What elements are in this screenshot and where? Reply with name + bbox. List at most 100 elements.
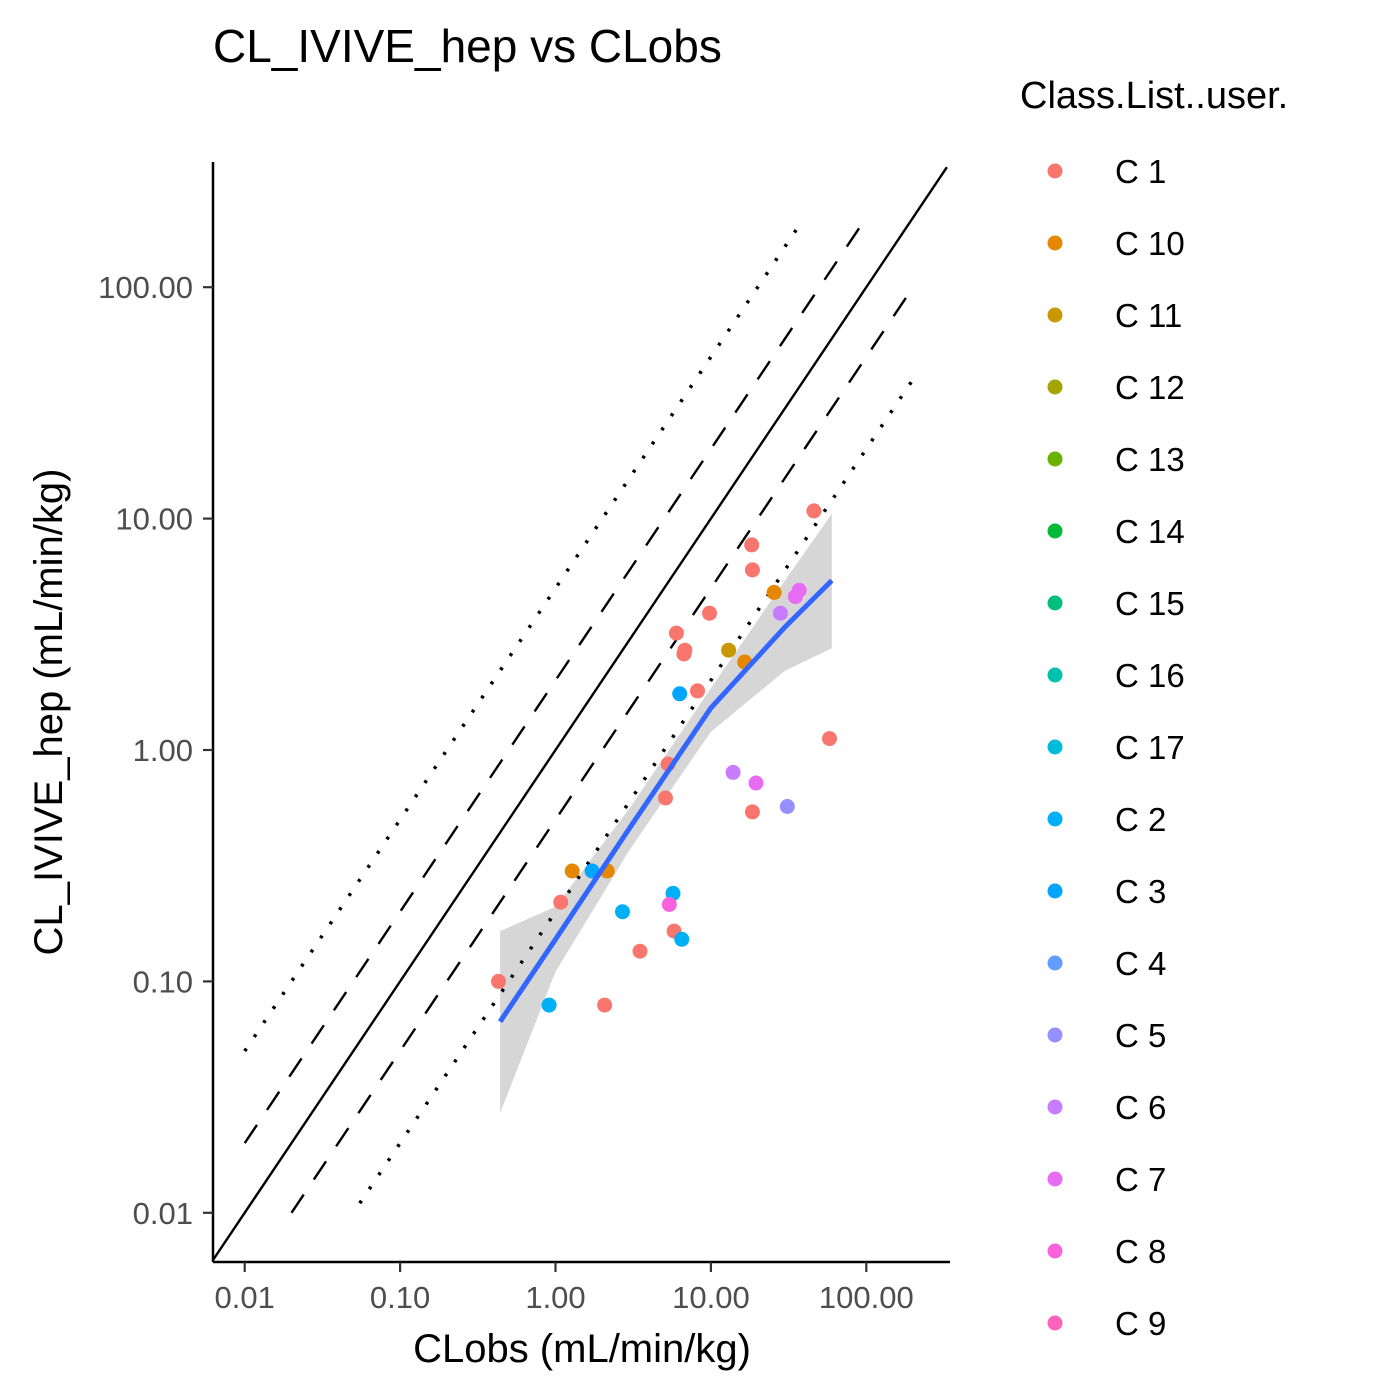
legend-label: C 5 (1115, 1017, 1166, 1054)
reference-line-dashed-2 (243, 216, 868, 1144)
legend-label: C 4 (1115, 945, 1166, 982)
legend-label: C 16 (1115, 657, 1185, 694)
legend-key (1047, 307, 1063, 323)
y-tick-label: 10.00 (115, 502, 193, 537)
x-tick-label: 10.00 (672, 1280, 750, 1315)
legend-key (1047, 379, 1063, 395)
data-point-c7-1 (748, 775, 764, 791)
data-point-c1-13 (744, 537, 760, 553)
legend-label: C 10 (1115, 225, 1185, 262)
legend-key (1047, 811, 1063, 827)
legend-item: C 9 (1047, 1305, 1166, 1342)
legend-key (1047, 1243, 1063, 1259)
x-tick-label: 100.00 (819, 1280, 914, 1315)
regression-fit-line (498, 578, 834, 1023)
legend-item: C 3 (1047, 873, 1166, 910)
legend-label: C 2 (1115, 801, 1166, 838)
legend-key (1047, 1315, 1063, 1331)
data-point-c2-4 (674, 931, 690, 947)
axes-layer: 0.01 0.10 1.00 10.00 100.00 0.01 0.10 1.00 10.00… (98, 162, 950, 1315)
y-tick-label: 0.01 (133, 1196, 193, 1231)
legend-key (1047, 1099, 1063, 1115)
legend-item: C 2 (1047, 801, 1166, 838)
legend-key (1047, 523, 1063, 539)
legend-key (1047, 163, 1063, 179)
legend-key (1047, 883, 1063, 899)
reference-line-dotted-5 (358, 378, 915, 1205)
x-tick-label: 0.01 (215, 1280, 275, 1315)
legend-item: C 8 (1047, 1233, 1166, 1270)
legend-label: C 12 (1115, 369, 1185, 406)
legend-label: C 15 (1115, 585, 1185, 622)
legend: C 1 C 10 C 11 C 12 C 13 C 14 C 15 C 16 C 17 C 2 C … (1047, 153, 1185, 1342)
data-point-c6-2 (772, 605, 788, 621)
legend-item: C 14 (1047, 513, 1185, 550)
data-point-c1-17 (822, 731, 837, 747)
legend-item: C 1 (1047, 153, 1166, 190)
x-tick-label: 1.00 (525, 1280, 585, 1315)
reference-line-dotted-4 (243, 227, 799, 1053)
legend-item: C 17 (1047, 729, 1185, 766)
legend-key (1047, 451, 1063, 467)
legend-label: C 6 (1115, 1089, 1166, 1126)
legend-label: C 8 (1115, 1233, 1166, 1270)
data-point-c1-1 (491, 973, 506, 989)
legend-label: C 14 (1115, 513, 1185, 550)
x-axis-title: CLobs (mL/min/kg) (413, 1327, 751, 1371)
data-point-c1-12 (702, 605, 717, 621)
chart-title: CL_IVIVE_hep vs CLobs (213, 20, 722, 72)
legend-item: C 15 (1047, 585, 1185, 622)
y-tick-label: 100.00 (98, 270, 193, 305)
legend-item: C 7 (1047, 1161, 1166, 1198)
legend-item: C 6 (1047, 1089, 1166, 1126)
legend-label: C 17 (1115, 729, 1185, 766)
reference-line-dashed-3 (290, 286, 915, 1214)
x-tick-label: 0.10 (370, 1280, 430, 1315)
legend-item: C 13 (1047, 441, 1185, 478)
y-tick-label: 1.00 (133, 733, 193, 768)
data-point-c10-4 (766, 584, 782, 600)
legend-item: C 5 (1047, 1017, 1166, 1054)
legend-key (1047, 667, 1063, 683)
legend-label: C 13 (1115, 441, 1185, 478)
data-point-c1-16 (806, 503, 822, 519)
legend-label: C 11 (1115, 297, 1182, 334)
data-point-c1-5 (658, 790, 673, 806)
data-point-c1-2 (553, 894, 569, 910)
data-point-c1-4 (632, 943, 648, 959)
confidence-band-layer (500, 513, 832, 1113)
legend-item: C 4 (1047, 945, 1166, 982)
data-point-c1-15 (744, 804, 760, 820)
legend-label: C 9 (1115, 1305, 1166, 1342)
confidence-band (500, 513, 832, 1113)
legend-item: C 11 (1047, 297, 1182, 334)
legend-label: C 3 (1115, 873, 1166, 910)
data-point-c5-1 (779, 799, 795, 814)
legend-key (1047, 1171, 1063, 1187)
data-point-c1-11 (690, 683, 705, 699)
fit-line-layer (498, 578, 834, 1023)
y-tick-label: 0.10 (133, 964, 193, 999)
data-point-c1-10 (677, 642, 693, 658)
data-point-c1-8 (668, 625, 684, 641)
data-point-c7-3 (791, 582, 807, 598)
data-point-c8-1 (661, 897, 677, 912)
data-point-c11-1 (721, 642, 737, 658)
reference-line-solid-1 (213, 166, 948, 1262)
legend-key (1047, 1027, 1063, 1043)
legend-key (1047, 739, 1063, 755)
legend-item: C 12 (1047, 369, 1185, 406)
reference-lines-layer (213, 166, 948, 1262)
data-points-layer (491, 503, 837, 1013)
data-point-c10-1 (564, 863, 580, 879)
data-point-c1-3 (597, 997, 613, 1013)
data-point-c3-2 (672, 686, 688, 702)
legend-key (1047, 955, 1063, 971)
legend-item: C 10 (1047, 225, 1185, 262)
data-point-c6-1 (725, 764, 741, 780)
legend-key (1047, 235, 1063, 251)
legend-label: C 7 (1115, 1161, 1166, 1198)
data-point-c2-2 (615, 904, 630, 920)
